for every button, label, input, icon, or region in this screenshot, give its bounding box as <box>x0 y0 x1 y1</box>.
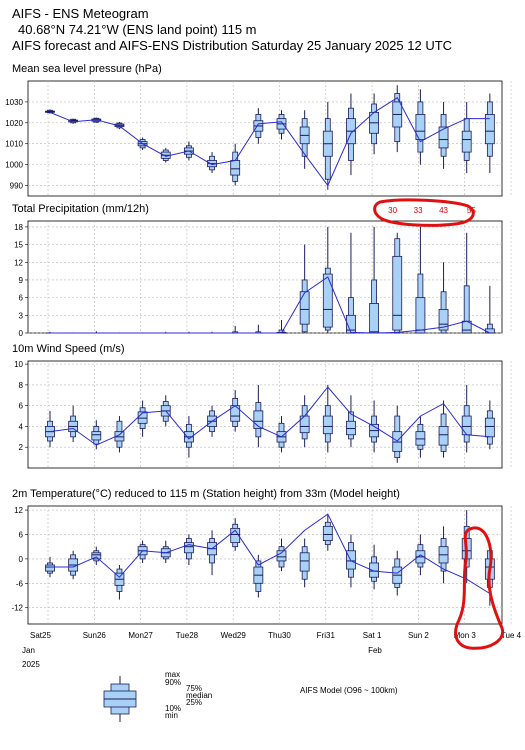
model-label: AIFS Model (O96 ~ 100km) <box>300 686 398 695</box>
max-value-annotation: 30 <box>388 206 397 215</box>
y-tick-label: 18 <box>14 223 23 232</box>
y-tick-label: 4 <box>19 422 24 431</box>
panel-frame <box>27 360 503 469</box>
box-p25-p75 <box>230 160 241 176</box>
location-line: 40.68°N 74.21°W (ENS land point) 115 m <box>18 22 257 37</box>
box-p25-p75 <box>91 552 102 560</box>
x-day-label: Sat25 <box>30 631 51 640</box>
y-tick-label: 0 <box>19 329 24 338</box>
y-tick-label: 8 <box>19 381 24 390</box>
box-p25-p75 <box>484 417 495 438</box>
y-tick-label: 6 <box>19 402 24 411</box>
y-tick-label: 1020 <box>5 119 23 128</box>
x-month-label: Jan <box>22 646 35 655</box>
box-p25-p75 <box>415 297 426 334</box>
forecast-line <box>49 386 490 446</box>
box-p25-p75 <box>322 415 333 435</box>
y-tick-label: 12 <box>14 258 23 267</box>
panel-title: Total Precipitation (mm/12h) <box>12 203 149 215</box>
y-tick-label: 15 <box>14 241 23 250</box>
red-annotation-loop-top <box>373 198 475 227</box>
box-p25-p75 <box>137 411 148 424</box>
panel-frame <box>27 505 503 625</box>
box-p25-p75 <box>369 303 380 334</box>
box-p25-p75 <box>322 273 333 328</box>
box-p25-p75 <box>346 314 356 334</box>
x-day-label: Wed29 <box>221 631 247 640</box>
y-tick-label: 6 <box>19 530 24 539</box>
forecast-info-line: AIFS forecast and AIFS-ENS Distribution … <box>12 38 453 53</box>
legend-max-label: max <box>165 670 180 679</box>
x-year-label: 2025 <box>22 660 40 669</box>
legend-min-label: min <box>165 711 178 720</box>
forecast-line <box>49 96 490 187</box>
x-day-label: Sat 1 <box>363 631 382 640</box>
red-annotation-loop-bottom <box>454 526 505 650</box>
y-tick-label: 1010 <box>5 140 23 149</box>
y-tick-label: 12 <box>14 506 23 515</box>
x-day-label: Mon27 <box>128 631 153 640</box>
box-p25-p75 <box>299 552 310 572</box>
panel-title: 10m Wind Speed (m/s) <box>12 343 124 355</box>
x-day-label: Fri31 <box>317 631 336 640</box>
panel-title: Mean sea level pressure (hPa) <box>12 63 162 75</box>
x-month-label: Feb <box>368 646 382 655</box>
x-day-label: Sun26 <box>83 631 107 640</box>
box-p25-p75 <box>230 527 241 544</box>
forecast-line <box>50 276 491 334</box>
max-value-annotation: 43 <box>439 206 448 215</box>
box-p25-p75 <box>438 309 449 331</box>
y-tick-label: -6 <box>16 579 24 588</box>
y-tick-label: 2 <box>19 443 24 452</box>
y-tick-label: 9 <box>19 276 24 285</box>
box-p25-p75 <box>322 525 333 541</box>
box-p25-p75 <box>299 291 310 325</box>
y-tick-label: 990 <box>10 182 24 191</box>
legend-p10-label: 10% <box>165 704 181 713</box>
box-p25-p75 <box>369 562 380 578</box>
y-tick-label: 1000 <box>5 161 23 170</box>
legend-p25-label: 25% <box>186 698 202 707</box>
box-p25-p75 <box>183 542 194 554</box>
box-p25-p75 <box>415 114 426 140</box>
box-p25-p75 <box>415 431 426 446</box>
panel-frame <box>27 220 503 334</box>
x-day-label: Sun 2 <box>408 631 429 640</box>
legend-median-label: median <box>186 691 212 700</box>
box-p25-p75 <box>438 426 449 446</box>
box-p25-p75 <box>461 130 472 153</box>
panel-frame <box>27 80 503 197</box>
y-tick-label: -12 <box>11 604 23 613</box>
x-day-label: Mon 3 <box>454 631 477 640</box>
box-p25-p75 <box>276 550 287 562</box>
box-p25-p75 <box>461 415 472 436</box>
y-tick-label: 1030 <box>5 98 23 107</box>
y-tick-label: 6 <box>19 294 24 303</box>
max-value-annotation: 33 <box>414 206 423 215</box>
legend-p75-label: 75% <box>186 684 202 693</box>
y-tick-label: 10 <box>14 360 23 369</box>
x-day-label: Thu30 <box>268 631 291 640</box>
box-p25-p75 <box>91 431 102 441</box>
meteogram-title: AIFS - ENS Meteogram <box>12 6 149 21</box>
forecast-line <box>50 513 491 594</box>
box-p25-p75 <box>438 126 449 149</box>
x-day-label: Tue28 <box>176 631 199 640</box>
panel-title: 2m Temperature(°C) reduced to 115 m (Sta… <box>12 488 400 500</box>
y-tick-label: 0 <box>19 555 24 564</box>
box-p25-p75 <box>45 564 55 572</box>
y-tick-label: 3 <box>19 311 24 320</box>
legend-p90-label: 90% <box>165 678 181 687</box>
box-p25-p75 <box>392 255 403 331</box>
box-p25-p75 <box>346 420 356 436</box>
box-p25-p75 <box>484 114 495 145</box>
box-p25-p75 <box>253 410 264 429</box>
x-day-label: Tue 4 <box>501 631 522 640</box>
